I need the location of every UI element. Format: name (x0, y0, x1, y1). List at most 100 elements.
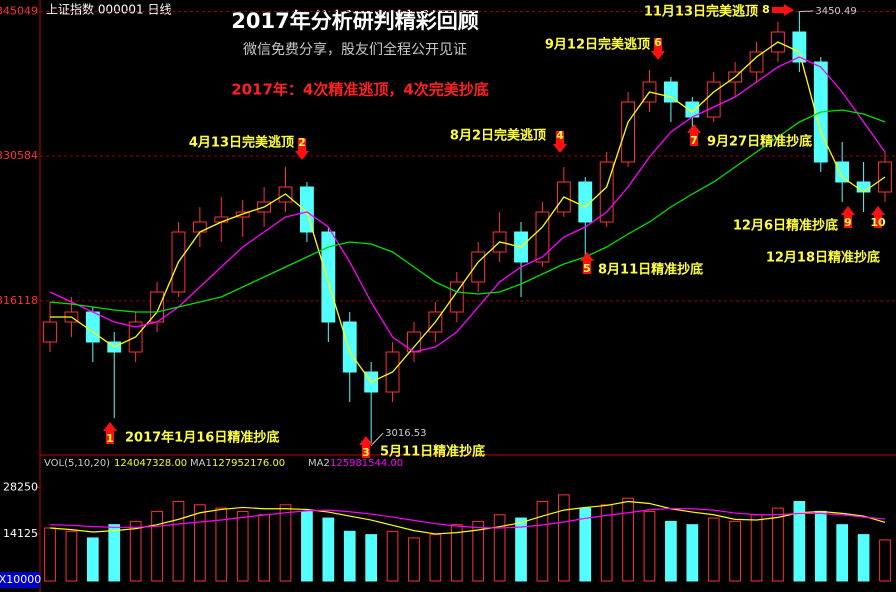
signal-number: 4 (556, 129, 564, 142)
volume-bar (836, 524, 849, 582)
volume-bar (879, 539, 891, 582)
candle-body (621, 101, 636, 163)
ma-line (49, 56, 886, 353)
volume-ma-line (49, 500, 886, 535)
volume-bar (279, 504, 292, 582)
volume-bar (772, 507, 784, 582)
annotation: 9月12日完美逃顶 (545, 37, 650, 53)
candle-body (471, 251, 486, 283)
signal-number: 2 (298, 136, 306, 149)
candle-body (449, 281, 464, 313)
ma-line (50, 41, 886, 383)
plot: 345049 330584 316118 3450.49 3016.53 VOL(5,10… (0, 3, 896, 586)
signal-arrow (359, 436, 373, 458)
volume-bar (493, 514, 506, 582)
volume-bar (707, 517, 720, 582)
volume-bar (108, 524, 121, 582)
header: 上证指数 000001 日线 (46, 2, 171, 17)
volume-bar (665, 520, 677, 582)
volume-bar (65, 530, 78, 582)
volume-bar (536, 500, 549, 582)
candle-body (578, 181, 593, 223)
signal-arrow (295, 138, 309, 160)
volume-bar (814, 510, 827, 582)
title: 2017年分析研判精彩回顾 (231, 9, 478, 33)
signal-number: 3 (362, 446, 370, 459)
y-tick-label: 330584 (0, 149, 38, 162)
unit-box (0, 572, 40, 588)
candle-body (43, 321, 57, 343)
candle-body (663, 81, 678, 103)
y-tick-label: 28250 (3, 480, 38, 493)
volume-bar (600, 504, 613, 582)
volume-bar (579, 507, 592, 582)
volume-bar (343, 530, 356, 582)
volume-bar (686, 524, 699, 582)
volume-bar (729, 520, 741, 582)
y-tick-label: 345049 (0, 5, 38, 18)
signal-number: 6 (654, 36, 662, 49)
candle-body (321, 231, 336, 323)
volume-bar (750, 514, 763, 582)
annotation: 4月13日完美逃顶 (189, 135, 294, 151)
extreme-pointer (370, 432, 384, 446)
volume-ma-line (49, 507, 886, 529)
unit-label: X10000 (0, 573, 41, 586)
candle-body (535, 211, 550, 263)
signal-number: 10 (870, 216, 886, 229)
subtitle: 微信免费分享，股友们全程公开见证 (243, 41, 467, 58)
candle-body (835, 161, 850, 183)
volume-bar (322, 517, 335, 582)
readout: 125981544.00 (330, 458, 403, 469)
volume-bar (643, 510, 656, 582)
volume-bar (622, 497, 634, 582)
annotation: 2017年1月16日精准抄底 (125, 430, 279, 446)
candle-body (856, 181, 871, 193)
volume-bar (129, 520, 142, 582)
signal-number: 8 (762, 3, 770, 16)
candle-body (749, 51, 764, 73)
signal-arrow (687, 124, 701, 146)
volume-bar (236, 510, 249, 582)
extreme-label: 3450.49 (815, 6, 856, 17)
volume-bar (86, 537, 99, 582)
candle-body (85, 311, 100, 343)
signal-arrow (580, 252, 594, 274)
volume-bar (472, 520, 485, 582)
readout-name: MA2 (308, 458, 330, 469)
ma-line (49, 109, 886, 313)
candle-body (214, 216, 229, 223)
volume-bar (194, 504, 206, 582)
signal-arrow (103, 422, 117, 444)
volume-bar (172, 500, 185, 582)
volume-bar (301, 510, 313, 582)
signal-number: 7 (690, 134, 698, 147)
readout: 127952176.00 (212, 458, 285, 469)
volume-bar (793, 500, 806, 582)
annotation: 9月27日精准抄底 (707, 134, 812, 150)
extreme-pointer (799, 10, 814, 13)
signal-arrow (841, 206, 855, 228)
y-tick-label: 14125 (3, 527, 38, 540)
signal-number: 5 (583, 262, 591, 275)
volume-bar (386, 530, 399, 582)
volume-bar (151, 510, 163, 582)
extreme-label: 3016.53 (385, 428, 426, 439)
annotation: 5月11日精准抄底 (380, 444, 485, 460)
volume-bar (258, 514, 270, 582)
summary: 2017年：4次精准逃顶，4次完美抄底 (231, 81, 489, 99)
annotation: 8月2日完美逃顶 (450, 128, 546, 144)
volume-bar (365, 534, 378, 582)
signal-number: 1 (106, 432, 114, 445)
candle-body (706, 81, 721, 118)
volume-bar (429, 534, 442, 582)
volume-bar (515, 517, 527, 582)
signal-number: 9 (844, 216, 852, 229)
annotation: 11月13日完美逃顶 (644, 4, 758, 20)
panel-name: VOL(5,10,20) (44, 458, 110, 469)
signal-arrow (651, 38, 665, 60)
signal-arrow (871, 206, 885, 228)
candle-body (792, 31, 807, 63)
